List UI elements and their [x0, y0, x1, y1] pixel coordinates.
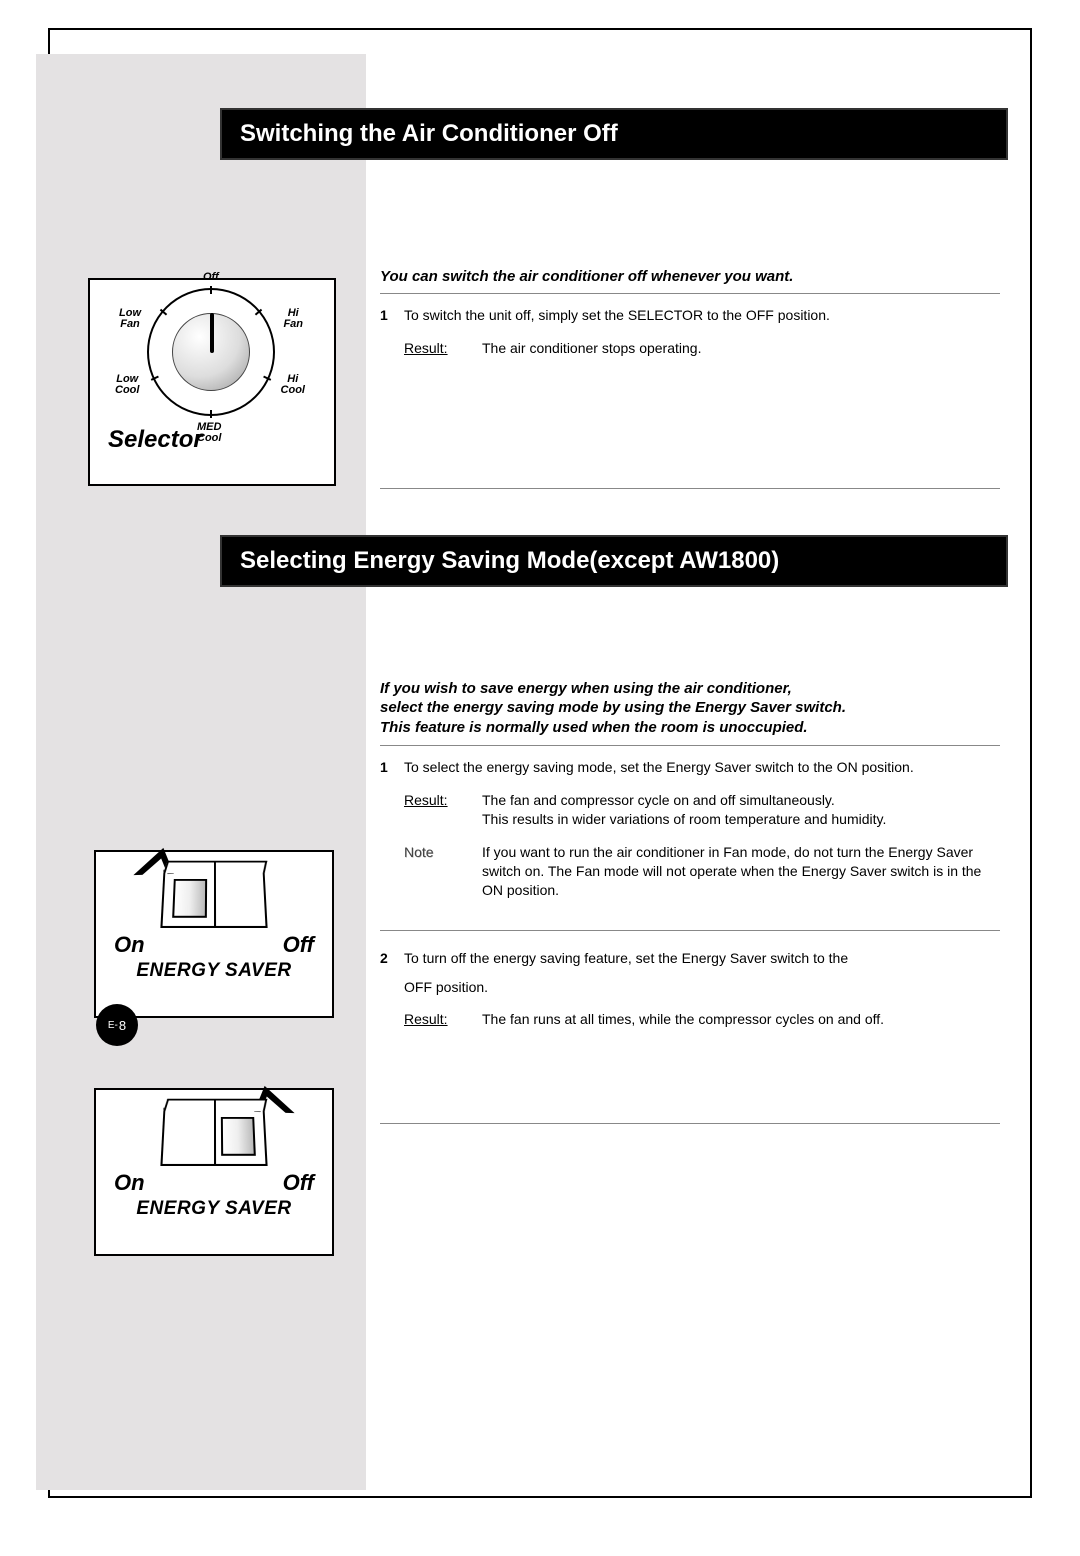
result-label: Result: — [404, 339, 482, 358]
selector-figure: Off Low Fan Hi Fan Low Cool Hi Cool MED … — [88, 278, 336, 486]
result-text: The fan runs at all times, while the com… — [482, 1010, 1000, 1029]
rocker-switch — [160, 870, 267, 928]
step-number: 2 — [380, 949, 404, 1030]
dial-label-hicool: Hi Cool — [281, 374, 305, 396]
rule — [380, 488, 1000, 489]
result-label: Result: — [404, 1010, 482, 1029]
intro-rule-1 — [380, 293, 1000, 294]
intro-rule-2 — [380, 745, 1000, 746]
section1-step1: 1 To switch the unit off, simply set the… — [380, 306, 1000, 358]
energy-saver-caption: ENERGY SAVER — [114, 1198, 314, 1220]
dial-label-off: Off — [203, 272, 219, 283]
page-border: Switching the Air Conditioner Off You ca… — [48, 28, 1032, 1498]
result-text: The fan and compressor cycle on and off … — [482, 791, 1000, 829]
energy-saver-on-figure: On Off ENERGY SAVER — [94, 850, 334, 1018]
section1-intro: You can switch the air conditioner off w… — [380, 268, 1000, 285]
knob-indicator — [210, 313, 214, 353]
rocker-off-side — [221, 1117, 256, 1156]
result-label: Result: — [404, 791, 482, 829]
step-number: 1 — [380, 758, 404, 899]
on-label: On — [114, 932, 145, 958]
dial-tick — [210, 286, 212, 294]
step-text: To switch the unit off, simply set the S… — [404, 306, 1000, 325]
dial-label-hifan: Hi Fan — [283, 308, 303, 330]
page-number-badge: E-8 — [96, 1004, 138, 1046]
section2-step2: 2 To turn off the energy saving feature,… — [380, 949, 1000, 1030]
step-text: To select the energy saving mode, set th… — [404, 758, 1000, 777]
section-heading-1: Switching the Air Conditioner Off — [220, 108, 1008, 160]
energy-saver-caption: ENERGY SAVER — [114, 960, 314, 982]
on-label: On — [114, 1170, 145, 1196]
result-text: The air conditioner stops operating. — [482, 339, 1000, 358]
note-label: Note — [404, 843, 482, 900]
note-text: If you want to run the air conditioner i… — [482, 843, 1000, 900]
selector-knob — [172, 313, 250, 391]
energy-saver-off-figure: On Off ENERGY SAVER — [94, 1088, 334, 1256]
rocker-switch — [160, 1108, 267, 1166]
rule — [380, 930, 1000, 931]
off-label: Off — [283, 1170, 314, 1196]
dial-tick — [210, 410, 212, 418]
section2-step1: 1 To select the energy saving mode, set … — [380, 758, 1000, 899]
rocker-on-side — [172, 879, 207, 918]
step-number: 1 — [380, 306, 404, 358]
step-text: To turn off the energy saving feature, s… — [404, 949, 1000, 997]
dial-label-lowfan: Low Fan — [119, 308, 141, 330]
dial-label-lowcool: Low Cool — [115, 374, 139, 396]
off-label: Off — [283, 932, 314, 958]
section2-intro: If you wish to save energy when using th… — [380, 679, 1000, 738]
content-area: Switching the Air Conditioner Off You ca… — [50, 30, 1030, 1124]
section-heading-2: Selecting Energy Saving Mode(except AW18… — [220, 535, 1008, 587]
dial-label-medcool: MED Cool — [197, 422, 221, 444]
rule — [380, 1123, 1000, 1124]
